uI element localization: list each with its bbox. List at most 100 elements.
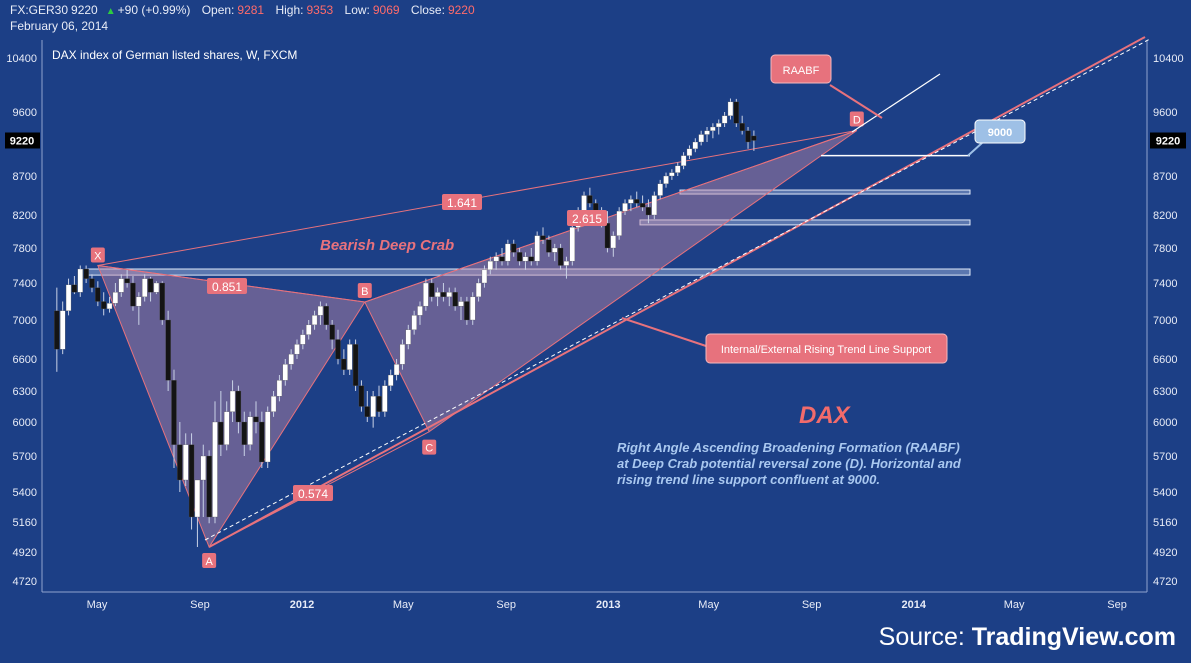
close-label: Close: — [410, 3, 445, 17]
candle-down — [253, 416, 259, 423]
candle-up — [60, 310, 66, 350]
y-tick-right: 6300 — [1153, 386, 1177, 398]
y-tick-right: 8200 — [1153, 210, 1177, 222]
candle-up — [481, 269, 488, 284]
y-tick-right: 6600 — [1153, 354, 1177, 366]
candle-up — [370, 396, 376, 417]
candle-down — [352, 344, 359, 386]
candle-up — [475, 282, 482, 298]
y-tick-left: 6600 — [13, 354, 37, 366]
candle-down — [587, 195, 593, 204]
last-price: 9220 — [71, 3, 98, 17]
high-value: 9353 — [306, 3, 334, 17]
candle-up — [610, 235, 616, 249]
candle-up — [458, 301, 464, 307]
candle-up — [423, 282, 429, 307]
candle-up — [663, 175, 669, 184]
ratio-box — [293, 485, 333, 501]
candle-up — [118, 278, 124, 293]
candle-up — [569, 227, 575, 262]
callout-9000-pointer — [967, 142, 983, 157]
high-label: High: — [275, 3, 304, 17]
ratio-box — [567, 210, 607, 226]
x-tick-label: 2014 — [901, 599, 926, 611]
candle-down — [124, 278, 130, 284]
candle-down — [540, 235, 546, 240]
candle-down — [499, 256, 505, 262]
y-tick-left: 7800 — [13, 243, 37, 255]
candle-up — [669, 172, 675, 177]
y-tick-left: 7000 — [13, 315, 37, 327]
y-tick-left: 4720 — [13, 576, 37, 588]
candle-down — [101, 301, 107, 310]
candle-down — [218, 421, 224, 445]
symbol-header: FX:GER30 9220 ▲ +90 (+0.99%) Open: 9281 High… — [10, 3, 483, 17]
y-tick-left: 6300 — [13, 386, 37, 398]
close-value: 9220 — [447, 3, 475, 17]
y-axis-left: 4720 4920 5160 5400 5700 6000 6300 6600 7000 7400… — [5, 53, 40, 588]
candle-up — [657, 183, 663, 196]
candle-down — [739, 123, 745, 131]
symbol[interactable]: FX:GER30 — [10, 3, 69, 17]
x-tick-label: Sep — [496, 599, 516, 611]
y-tick-left: 8700 — [13, 171, 37, 183]
candle-up — [142, 278, 148, 298]
y-tick-right: 7000 — [1153, 315, 1177, 327]
y-tick-right: 7400 — [1153, 278, 1177, 290]
point-label-c: C — [425, 443, 433, 455]
candle-up — [710, 126, 716, 131]
candle-down — [95, 287, 101, 302]
y-tick-right: 8700 — [1153, 171, 1177, 183]
candle-down — [188, 444, 195, 518]
candle-down — [751, 135, 757, 141]
candle-up — [288, 353, 294, 365]
candle-up — [563, 260, 570, 266]
point-label-c-box — [422, 439, 437, 455]
candle-up — [282, 364, 288, 381]
y-tick-right: 4920 — [1153, 547, 1177, 559]
candle-down — [89, 278, 95, 288]
candle-down — [177, 444, 183, 481]
candle-up — [505, 243, 511, 262]
candle-down — [335, 339, 341, 360]
candle-up — [136, 296, 142, 307]
x-tick-label: May — [698, 599, 719, 611]
y-tick-right: 4720 — [1153, 576, 1177, 588]
low-label: Low: — [344, 3, 370, 17]
candle-down — [241, 421, 247, 445]
source-prefix: Source: — [879, 623, 972, 651]
candle-up — [721, 115, 728, 124]
y-tick-right: 5160 — [1153, 517, 1177, 529]
candle-up — [224, 411, 230, 445]
low-value: 9069 — [372, 3, 400, 17]
candle-down — [557, 247, 564, 266]
candle-down — [206, 455, 212, 518]
candle-up — [698, 134, 704, 143]
y-tick-right: 5400 — [1153, 487, 1177, 499]
candlestick-series — [54, 98, 757, 547]
candle-up — [651, 195, 657, 216]
point-label-x: X — [94, 251, 102, 263]
candle-up — [247, 416, 253, 445]
candle-up — [388, 374, 394, 386]
candle-down — [745, 130, 751, 143]
candle-up — [183, 444, 189, 481]
point-label-a-box — [202, 553, 217, 568]
x-tick-label: 2013 — [596, 599, 620, 611]
candle-up — [212, 421, 218, 518]
candle-down — [733, 101, 739, 124]
y-tick-right: 5700 — [1153, 451, 1177, 463]
candle-down — [645, 207, 652, 216]
candle-down — [358, 385, 365, 407]
y-tick-left: 5400 — [13, 487, 37, 499]
x-tick-label: May — [1004, 599, 1025, 611]
candle-down — [341, 358, 347, 370]
candle-down — [54, 310, 60, 350]
candle-up — [628, 199, 634, 204]
raabf-callout-box — [770, 54, 832, 84]
y-tick-right: 7800 — [1153, 243, 1177, 255]
panel-title: DAX index of German listed shares, W, FX… — [52, 48, 298, 62]
candle-down — [516, 252, 523, 262]
